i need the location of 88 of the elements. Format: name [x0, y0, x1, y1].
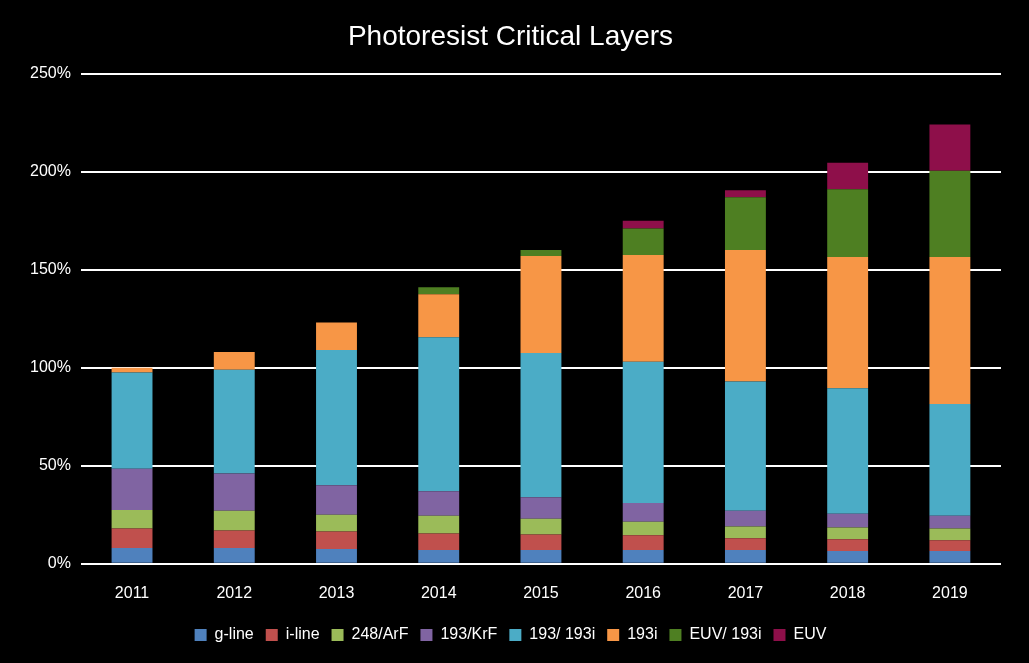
bar [827, 388, 869, 514]
bar [316, 514, 357, 532]
bar [929, 170, 971, 257]
bar [827, 539, 869, 552]
bar [929, 256, 971, 404]
legend-label: 248/ArF [351, 625, 409, 643]
bar [724, 190, 766, 198]
bar [213, 530, 255, 549]
bar [213, 369, 255, 474]
y-tick-label: 250% [30, 64, 71, 82]
bar [622, 254, 664, 362]
bar [213, 352, 255, 370]
bar [929, 404, 971, 516]
bar [111, 528, 153, 549]
x-tick-label: 2011 [114, 583, 150, 601]
bar [418, 550, 460, 563]
x-tick-label: 2016 [625, 583, 662, 601]
x-tick-label: 2014 [420, 583, 457, 601]
bar [418, 515, 460, 534]
bar [111, 468, 153, 510]
bar [418, 294, 460, 338]
bar [724, 250, 766, 382]
legend-label: EUV [793, 625, 827, 643]
y-tick-label: 0% [47, 554, 71, 572]
bar [316, 485, 357, 515]
bar [929, 124, 971, 171]
bar [316, 531, 357, 550]
bar [622, 503, 664, 522]
bar [622, 535, 664, 551]
bar [316, 322, 357, 351]
bar [111, 548, 153, 563]
legend-label: 193/ 193i [529, 625, 596, 643]
legend-label: EUV/ 193i [689, 625, 762, 643]
bar [827, 527, 869, 540]
bar [827, 162, 869, 190]
bar [520, 534, 562, 551]
bar [622, 550, 664, 563]
bar [418, 337, 460, 492]
bar [724, 526, 766, 539]
x-tick-label: 2013 [318, 583, 355, 601]
x-tick-label: 2018 [829, 583, 866, 601]
bar [316, 549, 357, 563]
bar [418, 491, 460, 516]
bar [622, 220, 664, 229]
bar [520, 518, 562, 535]
bar [213, 473, 255, 511]
bar [622, 361, 664, 504]
bar [929, 551, 971, 563]
bar [213, 548, 255, 563]
legend-label: 193/KrF [440, 625, 498, 643]
legend-label: i-line [285, 625, 320, 643]
bar [111, 372, 153, 469]
bar [929, 515, 971, 529]
bar [418, 287, 460, 295]
x-tick-label: 2012 [216, 583, 253, 601]
bar [111, 509, 153, 529]
bar [622, 521, 664, 536]
bar [520, 353, 562, 498]
bar [520, 497, 562, 519]
bar [520, 250, 562, 256]
y-tick-label: 50% [38, 456, 71, 474]
x-tick-label: 2015 [523, 583, 559, 601]
bar [929, 540, 971, 552]
bar [827, 551, 869, 563]
x-tick-label: 2017 [727, 583, 764, 601]
bar [724, 197, 766, 251]
bar [929, 528, 971, 541]
legend-label: 193i [627, 625, 658, 643]
y-tick-label: 100% [30, 358, 71, 376]
y-tick-label: 150% [30, 260, 71, 278]
bar [724, 381, 766, 511]
bar [724, 510, 766, 527]
bar [827, 256, 869, 389]
bar [520, 550, 562, 563]
bar [724, 538, 766, 551]
bar [316, 350, 357, 486]
bar [111, 367, 153, 373]
chart-title: Photoresist Critical Layers [347, 19, 674, 51]
bar [418, 533, 460, 551]
bar [724, 550, 766, 563]
bar [213, 510, 255, 531]
legend-label: g-line [214, 625, 254, 643]
bar [520, 255, 562, 354]
bar [622, 228, 664, 255]
y-tick-label: 200% [30, 162, 71, 180]
x-tick-label: 2019 [932, 583, 968, 601]
bar [827, 189, 869, 257]
bar [827, 513, 869, 528]
